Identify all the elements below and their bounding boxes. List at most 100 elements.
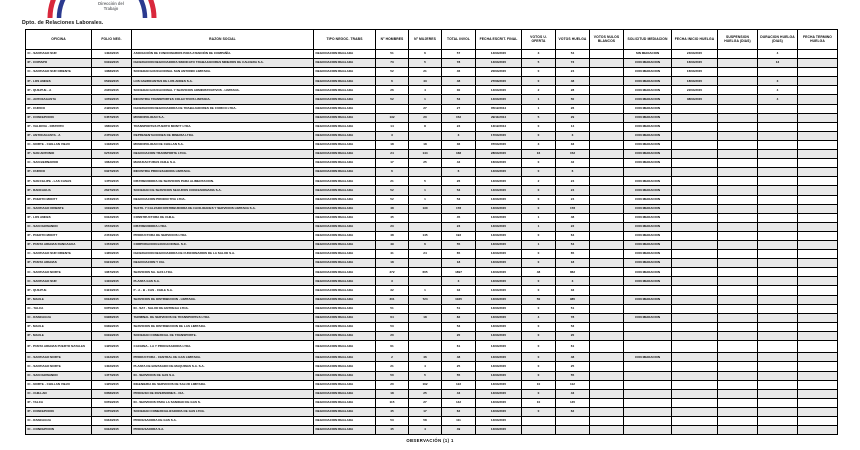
table-row[interactable]: IP - PUERTO MONTT 1473/2015 NEGOCIACION PR… [25, 194, 838, 205]
cell-tipo_negociacion: NEGOCIACION REGLADA [313, 239, 376, 251]
cell-total_invol: 57 [441, 48, 476, 60]
cell-oficina: IP - RANCAGUA [25, 185, 92, 196]
cell-n_mujeres: 144 [408, 149, 442, 160]
table-row[interactable]: IP - MAULE 0339/2015 SERVICIOS DE DISTRIBU… [25, 321, 838, 332]
cell-oficina: IP - COPIAPO [25, 58, 92, 69]
cell-folio: 1572/2015 [91, 221, 132, 232]
table-row[interactable]: IP - QUILPUE - A 2345/2015 SOCIEDAD EDUCAC… [25, 85, 838, 96]
cell-suspension_huelga [717, 285, 758, 296]
cell-fecha_inicio_huelga [671, 103, 718, 114]
table-row[interactable]: IC - SANTIAGO SUR ORIENTE 1435/2015 FEDERA… [25, 249, 838, 260]
cell-fecha_escrit_final: 14/04/2015 [475, 85, 522, 96]
cell-fecha_inicio_huelga [671, 361, 718, 372]
cell-solicitud_mediacion [623, 397, 672, 408]
table-row[interactable]: IP - MAULE 0319/2015 SOCIEDAD COMERCIAL DE… [25, 330, 838, 342]
cell-solicitud_mediacion: SIN MEDIACION [623, 48, 672, 60]
cell-solicitud_mediacion: CON MEDIACION [623, 121, 672, 132]
table-row[interactable]: IP - CURICO 2420/2015 FEDERACION NEGOCIADO… [25, 103, 838, 114]
cell-fecha_termino_huelga [797, 194, 838, 205]
cell-votos_huelga: 26 [555, 103, 590, 114]
cell-votos_huelga: 985 [555, 294, 590, 305]
table-row[interactable]: IP - PUNTA ARENAS PUERTO NATALES 1425/201… [25, 339, 838, 354]
cell-tipo_negociacion: NEGOCIACION REGLADA [313, 416, 376, 427]
table-row[interactable]: IP - LOS ANDES 0529/2015 LOS FABRICANTES D… [25, 76, 838, 87]
table-row[interactable]: IP - TALCA 0379/2015 IN - SERVICIOS PARA L… [25, 397, 838, 408]
institution-logo: Dirección del Trabajo [44, 0, 160, 22]
cell-oficina: IP - CONCEPCION [25, 406, 92, 418]
cell-fecha_termino_huelga [797, 330, 838, 342]
cell-tipo_negociacion: NEGOCIACION REGLADA [313, 321, 376, 332]
cell-n_hombres: 45 [375, 212, 409, 223]
table-row[interactable]: IP - MAULE 0013/2015 SERVICIOS DE DISTRIBU… [25, 294, 838, 305]
cell-duracion_huelga [757, 276, 798, 287]
cell-votos_u_oferta: 1 [521, 103, 556, 114]
table-row[interactable]: IC - SANTIAGO NORTE 1402/2015 PLANTA DE EN… [25, 361, 838, 372]
cell-fecha_inicio_huelga [671, 258, 718, 269]
table-row[interactable]: IC - CONCEPCION 0312/2015 PROCESADORA S.A.… [25, 425, 838, 436]
cell-duracion_huelga [757, 321, 798, 332]
table-row[interactable]: IP - ANTOFAGASTA - A 2475/2015 REPRESENTAC… [25, 130, 838, 141]
table-row[interactable]: IP - PUERTO MONTT 2473/2015 PRODUCTORA DE … [25, 230, 838, 241]
table-row[interactable]: IP - PUNTA ARENAS 0324/2015 NEGOCIACION Y … [25, 258, 838, 269]
table-row[interactable]: IC - NORTE - CHILLAN VIEJO 1418/2015 MUNIC… [25, 139, 838, 151]
table-row[interactable]: IP - VALDIVIA - DISTRITO 1660/2015 TRANSPO… [25, 121, 838, 132]
table-row[interactable]: IP - CONCEPCION 0457/2015 MUNICIPALIDAD S.… [25, 112, 838, 123]
cell-votos_huelga: 50 [555, 94, 590, 105]
cell-total_invol: 36 [441, 139, 476, 151]
cell-votos_huelga: 64 [555, 230, 590, 241]
table-row[interactable]: IC - SANTIAGO NORTE 1367/2015 SERVICIOS SA… [25, 267, 838, 278]
cell-votos_u_oferta: 1 [521, 94, 556, 105]
table-row[interactable]: IC - SANTIAGO SUR 1410/2015 PLANTA GAS S.A… [25, 276, 838, 287]
table-row[interactable]: IC - SAN BERNARDO 1062/2015 MANUFACTURAS C… [25, 158, 838, 169]
table-head: OFICINA FOLIO NEG. RAZON SOCIAL TIPO NEGOC.… [25, 29, 838, 50]
cell-fecha_termino_huelga [797, 276, 838, 287]
table-row[interactable]: IC - SANTIAGO SUR ORIENTE 1368/2015 SOCIED… [25, 67, 838, 78]
table-row[interactable]: IP - COPIAPO 0319/2015 FEDERACION NEGOCIAD… [25, 58, 838, 69]
cell-tipo_negociacion: NEGOCIACION REGLADA [313, 267, 376, 278]
cell-razon_social: NEGOCIACION TRANSPORTE LTDA. [131, 149, 314, 160]
cell-duracion_huelga [757, 370, 798, 381]
cell-tipo_negociacion: NEGOCIACION REGLADA [313, 194, 376, 205]
cell-solicitud_mediacion [623, 285, 672, 296]
cell-duracion_huelga [757, 258, 798, 269]
cell-fecha_termino_huelga [797, 397, 838, 408]
cell-fecha_escrit_final: 14/04/2015 [475, 194, 522, 205]
cell-votos_nulos_blancos [589, 176, 624, 187]
table-row[interactable]: IP - CONCEPCION 0375/2015 SOCIEDAD COMERCI… [25, 406, 838, 418]
table-row[interactable]: IC - TALCA 0375/2015 IN - SAT - SALUD DE E… [25, 303, 838, 314]
cell-votos_huelga: 33 [555, 139, 590, 151]
cell-razon_social: MUNICIPALIDAD DE CHILLAN S.A. [131, 139, 314, 151]
table-row[interactable]: IC - SAN FERNANDO 1477/2015 IN - SERVICIOS… [25, 370, 838, 381]
table-row[interactable]: IP - SAN FELIPE - LAS CASAS 1475/2015 DIST… [25, 176, 838, 187]
cell-fecha_inicio_huelga [671, 239, 718, 251]
cell-solicitud_mediacion: CON MEDIACION [623, 58, 672, 69]
table-row[interactable]: IP - RANCAGUA 2627/2015 SOCIEDAD DE SERVIC… [25, 185, 838, 196]
table-row[interactable]: IC - ANTOFAGASTA 1379/2015 INDUSTRIA TRANS… [25, 94, 838, 105]
cell-razon_social: SERVICIOS SA. GAS LTDA. [131, 267, 314, 278]
cell-oficina: IC - RANCAGUA [25, 312, 92, 323]
cell-solicitud_mediacion: CON MEDIACION [623, 139, 672, 151]
table-row[interactable]: IP - PUNTA ARENAS RANCAGUA 1472/2015 CORPO… [25, 239, 838, 251]
cell-votos_huelga: 61 [555, 339, 590, 354]
table-row[interactable]: IP - LOS ANDES 0312/2015 CONSTRUCTORA DE C… [25, 212, 838, 223]
table-row[interactable]: IC - RANCAGUA 0328/2015 TERMINAL DE SERVIC… [25, 312, 838, 323]
cell-duracion_huelga [757, 167, 798, 178]
cell-n_hombres: 18 [375, 388, 409, 399]
table-row[interactable]: IC - RANCAGUA 0343/2015 PROCESADORA DE GAS… [25, 416, 838, 427]
cell-tipo_negociacion: NEGOCIACION REGLADA [313, 303, 376, 314]
column-header-fecha_escrit_final: FECHA ESCRIT. FINAL [475, 29, 522, 50]
cell-votos_u_oferta: 0 [521, 361, 556, 372]
cell-folio: 0327/2015 [91, 167, 132, 178]
table-row[interactable]: IC - SANTIAGO ORIENTE 1019/2015 TEXTIL Y C… [25, 203, 838, 214]
table-row[interactable]: IP - SAN ANTONIO 0272/2015 NEGOCIACION TRA… [25, 149, 838, 160]
table-row[interactable]: IP - QUILPUE 0424/2015 P - A - B - CAS - C… [25, 285, 838, 296]
table-row[interactable]: IC - SANTIAGO NORTE 1412/2015 PRODUCTORA -… [25, 352, 838, 363]
table-row[interactable]: IC - NORTE - CHILLAN VIEJO 1425/2015 INGEN… [25, 379, 838, 390]
table-row[interactable]: IC - CHILLAN 0358/2015 PROCESO DE INVERSIO… [25, 388, 838, 399]
cell-folio: 0343/2015 [91, 416, 132, 427]
cell-votos_u_oferta: 50 [521, 294, 556, 305]
table-row[interactable]: IC - SAN FERNANDO 1572/2015 DISTRIBUIDORA … [25, 221, 838, 232]
table-row[interactable]: IP - CURICO 0327/2015 INDUSTRIA PROCESADOR… [25, 167, 838, 178]
cell-fecha_escrit_final: 14/04/2015 [475, 339, 522, 354]
table-row[interactable]: IC - SANTIAGO SUR 1402/2015 ASOCIACIÓN DE … [25, 48, 838, 60]
